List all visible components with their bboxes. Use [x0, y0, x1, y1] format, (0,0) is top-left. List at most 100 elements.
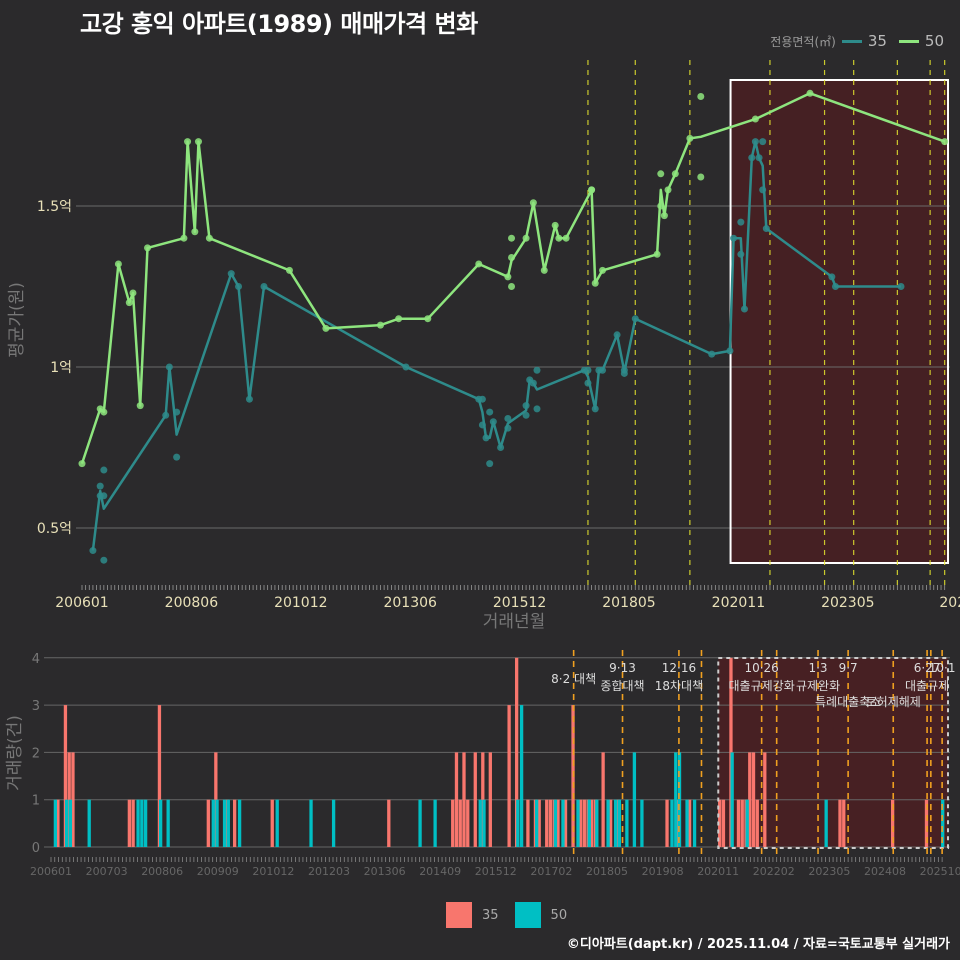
volume-bar: [731, 752, 734, 847]
volume-bar: [271, 800, 274, 847]
policy-date-label: 8·2 대책: [551, 671, 596, 686]
x-tick-label: 201306: [383, 595, 437, 611]
y-axis-title: 평균가(원): [7, 282, 27, 358]
volume-bar: [640, 800, 643, 847]
policy-name-label: 대출규제강화: [729, 679, 795, 693]
bar-y-tick: 1: [32, 794, 40, 809]
volume-bar: [545, 800, 548, 847]
bar-legend-label-50: 50: [551, 908, 568, 923]
bar-x-tick-label: 201805: [586, 865, 628, 878]
volume-bar: [233, 800, 236, 847]
volume-bar: [433, 800, 436, 847]
data-point: [486, 460, 493, 467]
bar-x-tick-label: 202305: [808, 865, 850, 878]
volume-bar: [516, 800, 519, 847]
volume-bar: [549, 800, 552, 847]
data-point: [534, 367, 541, 374]
bar-y-tick: 0: [32, 841, 40, 856]
price-chart: 0.5억1억1.5억200601200806201012201306201512…: [7, 60, 960, 632]
volume-bar: [601, 752, 604, 847]
bar-x-tick-label: 200909: [197, 865, 239, 878]
volume-bar: [332, 800, 335, 847]
volume-bar: [276, 800, 279, 847]
volume-bar: [665, 800, 668, 847]
volume-bar: [741, 800, 744, 847]
volume-bar: [625, 800, 628, 847]
source-footer: ©디아파트(dapt.kr) / 2025.11.04 / 자료=국토교통부 실…: [567, 933, 950, 952]
data-point: [534, 405, 541, 412]
volume-bar: [535, 800, 538, 847]
data-point: [97, 483, 104, 490]
volume-bar: [65, 800, 68, 847]
volume-bar: [693, 800, 696, 847]
volume-bar: [159, 800, 162, 847]
data-point: [100, 467, 107, 474]
volume-bar: [144, 800, 147, 847]
volume-bar: [746, 800, 749, 847]
bar-x-tick-label: 200703: [86, 865, 128, 878]
volume-bar: [825, 800, 828, 847]
data-point: [508, 235, 515, 242]
volume-bar: [489, 752, 492, 847]
policy-name-label: 규제완화: [796, 679, 840, 693]
volume-bar: [674, 752, 677, 847]
bar-legend: 35 50: [446, 902, 567, 928]
bar-x-tick-label: 202510: [920, 865, 960, 878]
volume-bar: [387, 800, 390, 847]
volume-bar: [455, 752, 458, 847]
x-tick-label: 200601: [55, 595, 108, 611]
legend-box-35: [446, 902, 472, 928]
volume-bar: [131, 800, 134, 847]
x-tick-label: 201805: [602, 595, 655, 611]
volume-bar: [466, 800, 469, 847]
volume-bar: [140, 800, 143, 847]
volume-bar: [737, 800, 740, 847]
volume-bar: [554, 800, 557, 847]
bar-x-tick-label: 202202: [753, 865, 795, 878]
volume-bar: [207, 800, 210, 847]
policy-name-label: 대출규제: [905, 679, 949, 693]
x-tick-label: 201512: [493, 595, 546, 611]
volume-bar: [136, 800, 139, 847]
volume-bar: [752, 752, 755, 847]
policy-date-label: 9·7: [839, 661, 858, 675]
volume-bar: [227, 800, 230, 847]
volume-bar: [54, 800, 57, 847]
policy-name-label: 토허제해제: [866, 695, 921, 709]
data-point: [737, 219, 744, 226]
data-point: [697, 174, 704, 181]
volume-bar: [670, 800, 673, 847]
bar-y-tick: 3: [32, 699, 40, 714]
bar-x-tick-label: 201203: [308, 865, 350, 878]
data-point: [657, 170, 664, 177]
volume-bar: [128, 800, 131, 847]
volume-bar: [561, 800, 564, 847]
volume-bar: [520, 705, 523, 847]
policy-date-label: 9·13: [609, 661, 636, 675]
volume-bar: [588, 800, 591, 847]
highlight-region: [731, 80, 948, 563]
y-tick-label: 1.5억: [37, 199, 72, 215]
bar-x-tick-label: 200806: [141, 865, 183, 878]
data-point: [508, 283, 515, 290]
volume-bar: [614, 800, 617, 847]
chart-canvas: 0.5억1억1.5억200601200806201012201306201512…: [0, 0, 960, 960]
volume-bar: [459, 800, 462, 847]
y-tick-label: 1억: [50, 360, 72, 376]
bar-x-tick-label: 201512: [475, 865, 517, 878]
volume-bar: [462, 752, 465, 847]
policy-date-label: 1·3: [808, 661, 827, 675]
volume-bar: [583, 800, 586, 847]
volume-bar: [474, 752, 477, 847]
data-point: [759, 138, 766, 145]
bar-x-tick-label: 201908: [642, 865, 684, 878]
volume-bar: [618, 800, 621, 847]
x-tick-label: 2025: [939, 595, 960, 611]
data-point: [697, 93, 704, 100]
policy-name-label: 종합대책: [600, 678, 644, 693]
volume-bar: [633, 752, 636, 847]
volume-bar: [507, 705, 510, 847]
volume-bar: [756, 800, 759, 847]
x-tick-label: 202011: [712, 595, 765, 611]
x-axis-title: 거래년월: [483, 612, 546, 632]
